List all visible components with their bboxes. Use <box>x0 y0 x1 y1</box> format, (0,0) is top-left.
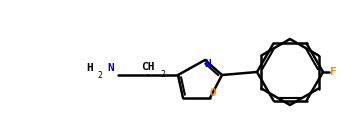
Text: N: N <box>108 63 114 73</box>
Text: CH: CH <box>141 62 155 72</box>
Text: F: F <box>330 67 336 77</box>
Text: N: N <box>205 59 211 69</box>
Text: O: O <box>210 88 216 98</box>
Text: H: H <box>86 63 94 73</box>
Text: 2: 2 <box>97 70 102 80</box>
Text: 2: 2 <box>161 70 166 79</box>
